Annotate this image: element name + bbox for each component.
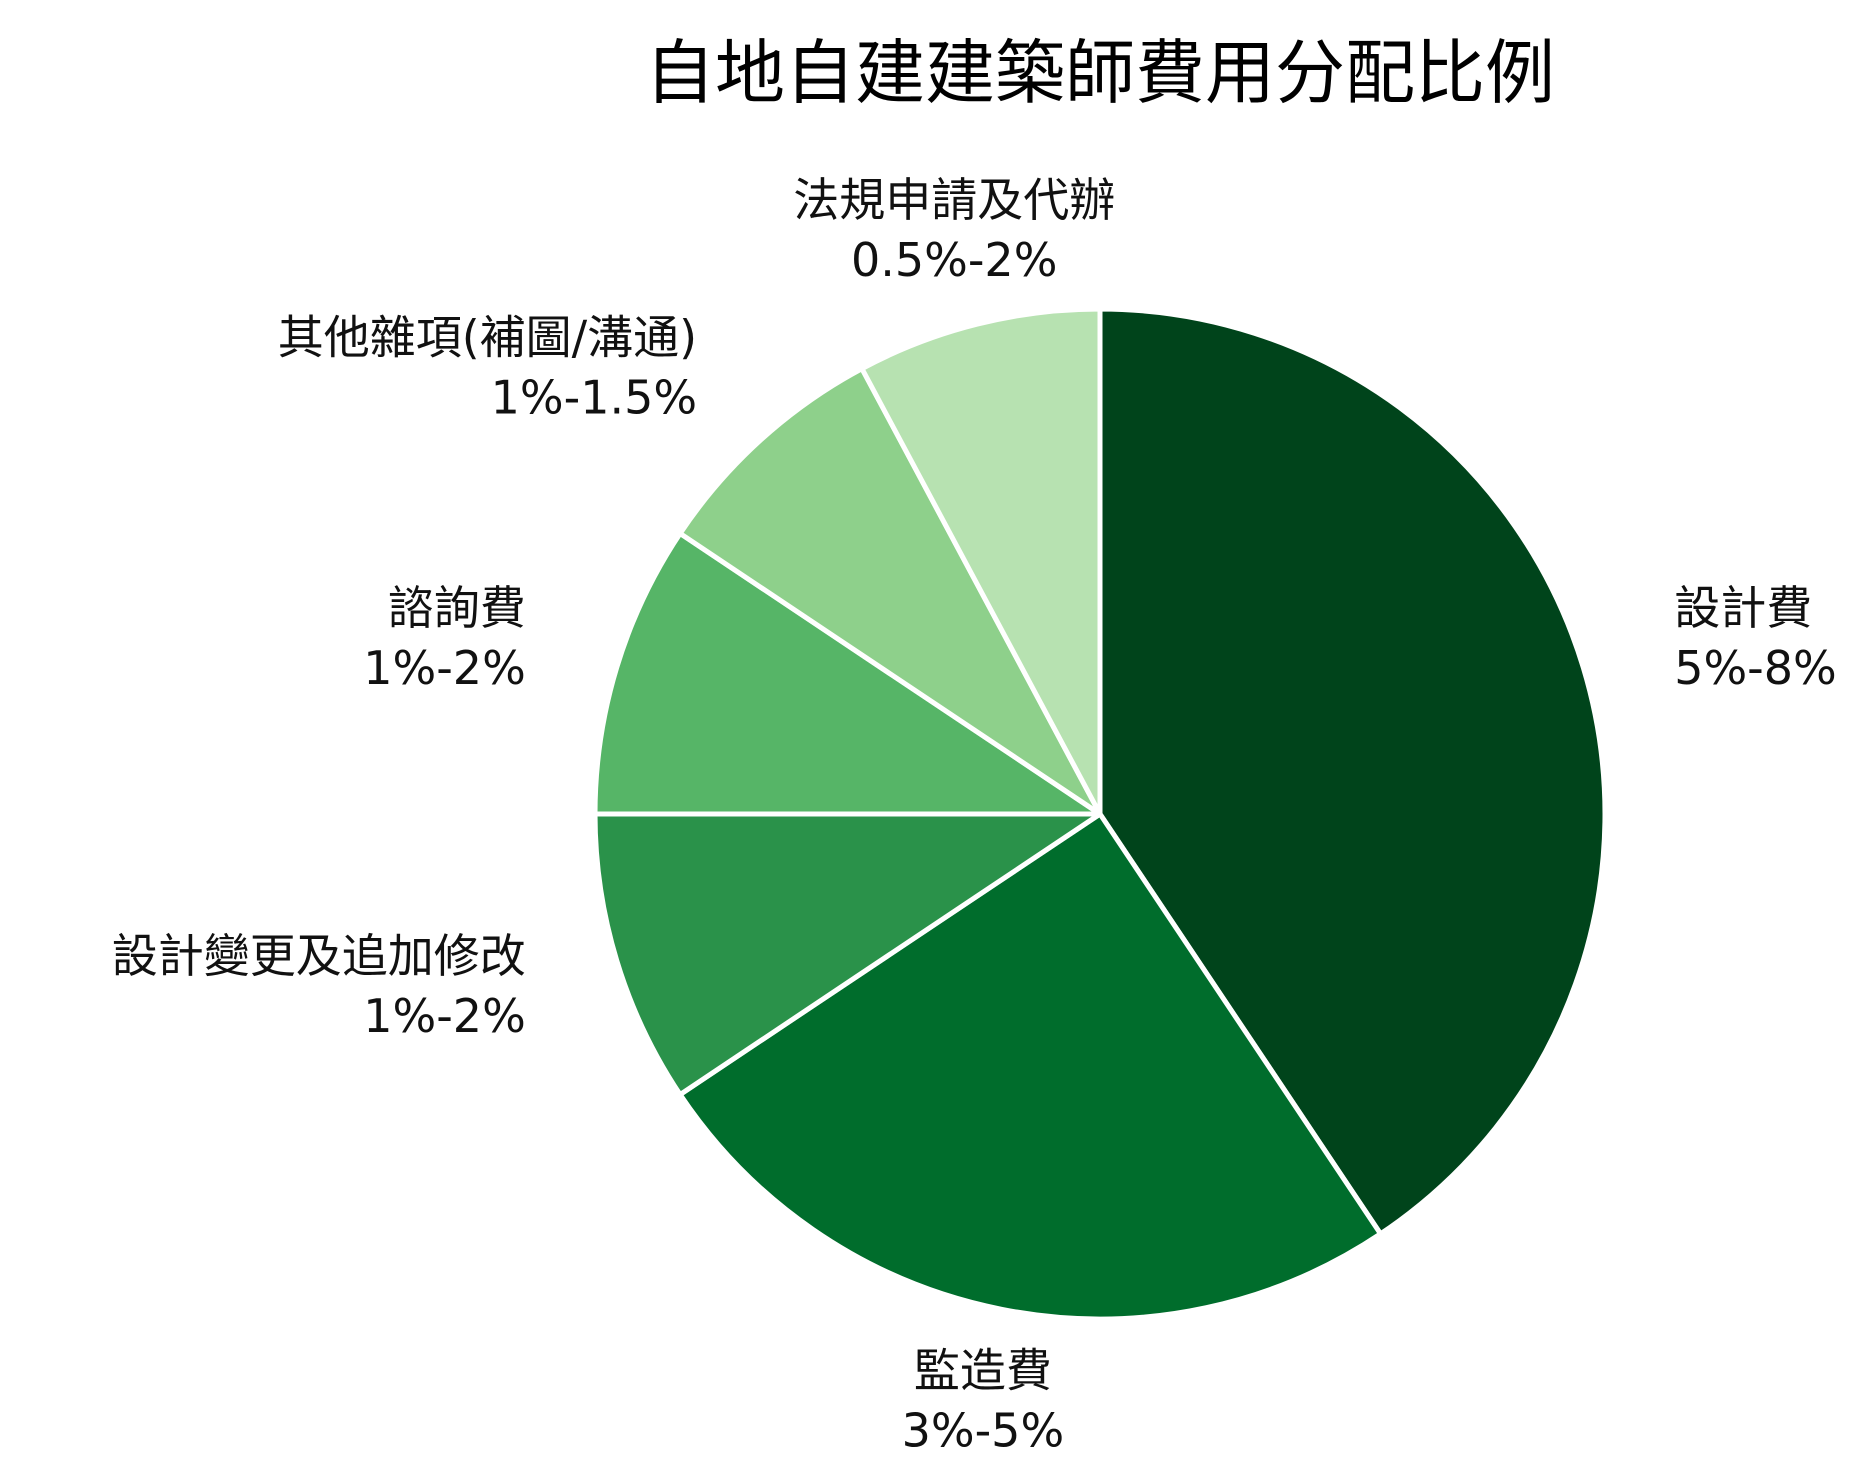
pie-slice-3-range-label: 1%-2% bbox=[363, 989, 526, 1043]
pie-slice-6 bbox=[859, 306, 1103, 817]
pie-slice-5-name-label: 其他雜項(補圖/溝通) bbox=[278, 310, 697, 364]
pie-slice-6-range-label: 0.5%-2% bbox=[851, 233, 1057, 287]
pie-slices bbox=[592, 306, 1608, 1322]
pie-slice-3 bbox=[592, 811, 1103, 1098]
pie-labels: 設計費 5%-8% 監造費 3%-5% 設計變更及追加修改 1%-2% 諮詢費 1%-2% 其他… bbox=[112, 173, 1837, 1458]
pie-slice-4-range-label: 1%-2% bbox=[363, 641, 526, 695]
chart-title: 自地自建建築師費用分配比例 bbox=[645, 32, 1555, 114]
pie-slice-2-range-label: 3%-5% bbox=[902, 1404, 1065, 1458]
pie-slice-1-range-label: 5%-8% bbox=[1674, 641, 1837, 695]
pie-slice-3-name-label: 設計變更及追加修改 bbox=[112, 929, 526, 983]
pie-slice-2-name-label: 監造費 bbox=[914, 1344, 1052, 1398]
pie-slice-4 bbox=[592, 530, 1103, 817]
pie-slice-1-name-label: 設計費 bbox=[1674, 581, 1812, 635]
pie-slice-6-name-label: 法規申請及代辦 bbox=[793, 173, 1115, 227]
pie-slice-4-name-label: 諮詢費 bbox=[388, 581, 526, 635]
pie-slice-2 bbox=[677, 811, 1384, 1322]
pie-slice-5 bbox=[677, 366, 1103, 817]
pie-slice-5-range-label: 1%-1.5% bbox=[491, 370, 697, 424]
